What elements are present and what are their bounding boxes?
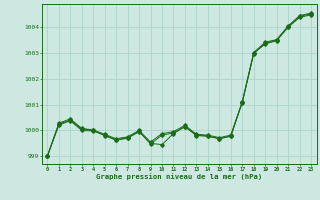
X-axis label: Graphe pression niveau de la mer (hPa): Graphe pression niveau de la mer (hPa): [96, 173, 262, 180]
